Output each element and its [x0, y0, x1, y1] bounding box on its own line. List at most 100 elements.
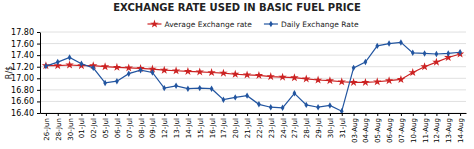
tick-label: 17.20	[11, 63, 34, 72]
tick-mark	[37, 101, 40, 102]
tick-label: 02-Jul	[90, 118, 98, 138]
tick-label: 20-Jul	[232, 118, 240, 138]
tick-label: 16.40	[11, 109, 34, 118]
chart: EXCHANGE RATE USED IN BASIC FUEL PRICE16…	[0, 0, 474, 149]
point	[172, 66, 180, 74]
tick-label: 06-Aug	[386, 118, 394, 143]
tick-label: 29-Jul	[315, 118, 323, 138]
tick-label: 31-Jul	[339, 118, 347, 138]
tick-mark	[401, 113, 402, 116]
x-axis: 26-Jun28-Jun30-Jun01-Jul02-Jul05-Jul06-J…	[41, 113, 467, 143]
grid-line	[40, 55, 466, 56]
legend-label: Average Exchange rate	[164, 20, 252, 29]
tick-label: 16.60	[11, 97, 34, 106]
point	[219, 69, 227, 77]
tick-mark	[81, 113, 82, 116]
tick-mark	[354, 113, 355, 116]
x-tick: 01-Jul	[78, 113, 86, 138]
x-tick: 02-Jul	[90, 113, 98, 138]
point	[314, 76, 322, 84]
point	[127, 70, 131, 76]
grid-line	[40, 32, 466, 33]
point	[113, 63, 121, 71]
x-tick: 10-Aug	[410, 113, 418, 143]
point	[56, 59, 60, 65]
point	[293, 90, 297, 96]
tick-label: 04-Aug	[362, 118, 370, 143]
tick-label: 15-Jul	[197, 118, 205, 138]
tick-mark	[259, 113, 260, 116]
tick-label: 08-Jul	[138, 118, 146, 138]
tick-mark	[105, 113, 106, 116]
x-tick: 20-Jul	[232, 113, 240, 138]
tick-mark	[37, 78, 40, 79]
x-tick: 26-Jun	[43, 113, 51, 141]
point	[186, 85, 190, 91]
y-axis: 16.40 16.60 16.80 17.00 17.20 17.40 17.60 17.80	[11, 28, 40, 118]
tick-mark	[448, 113, 449, 116]
tick-label: 17-Jul	[220, 118, 228, 138]
point	[255, 71, 263, 79]
point	[245, 92, 249, 98]
point	[387, 40, 391, 46]
point	[151, 69, 155, 75]
point	[409, 68, 417, 76]
tick-label: 17.00	[11, 74, 34, 83]
tick-mark	[377, 113, 378, 116]
point	[269, 104, 273, 110]
x-tick: 14-Aug	[457, 113, 465, 143]
point	[210, 85, 214, 91]
tick-mark	[330, 113, 331, 116]
tick-label: 27-Jul	[291, 118, 299, 138]
point	[364, 59, 368, 65]
tick-mark	[152, 113, 153, 116]
point	[162, 85, 166, 91]
tick-label: 09-Jul	[149, 118, 157, 138]
point	[420, 62, 428, 70]
tick-mark	[176, 113, 177, 116]
tick-label: 17.60	[11, 40, 34, 49]
grid	[40, 32, 466, 113]
x-tick: 03-Aug	[351, 113, 359, 143]
point	[290, 73, 298, 81]
tick-mark	[460, 113, 461, 116]
marks	[42, 39, 465, 113]
point	[115, 78, 119, 84]
point	[243, 70, 251, 78]
tick-label: 10-Aug	[410, 118, 418, 143]
legend-item: Daily Exchange Rate	[264, 20, 359, 29]
point	[198, 85, 202, 91]
x-tick: 15-Jul	[197, 113, 205, 138]
point	[328, 102, 332, 108]
x-tick: 09-Jul	[149, 113, 157, 138]
legend-item: Average Exchange rate	[147, 20, 252, 29]
grid-line	[40, 89, 466, 90]
tick-label: 17.40	[11, 51, 34, 60]
point	[352, 65, 356, 71]
tick-mark	[58, 113, 59, 116]
point	[411, 50, 415, 56]
x-tick: 05-Aug	[374, 113, 382, 143]
x-tick: 31-Jul	[339, 113, 347, 138]
tick-label: 28-Jun	[55, 118, 63, 141]
point	[222, 96, 226, 102]
tick-mark	[46, 113, 47, 116]
point	[375, 43, 379, 49]
tick-label: 14-Aug	[457, 118, 465, 143]
y-tick: 16.80	[11, 86, 40, 95]
legend-marker	[269, 21, 273, 27]
x-tick: 13-Aug	[445, 113, 453, 143]
point	[68, 54, 72, 60]
tick-label: 30-Jul	[327, 118, 335, 138]
point	[101, 62, 109, 70]
tick-label: 17.80	[11, 28, 34, 37]
point	[340, 108, 344, 113]
point	[91, 65, 95, 71]
tick-label: 03-Aug	[351, 118, 359, 143]
point	[139, 67, 143, 73]
y-tick: 16.40	[11, 109, 40, 118]
point	[456, 50, 464, 58]
tick-mark	[413, 113, 414, 116]
point	[385, 76, 393, 84]
tick-label: 11-Aug	[422, 118, 430, 143]
